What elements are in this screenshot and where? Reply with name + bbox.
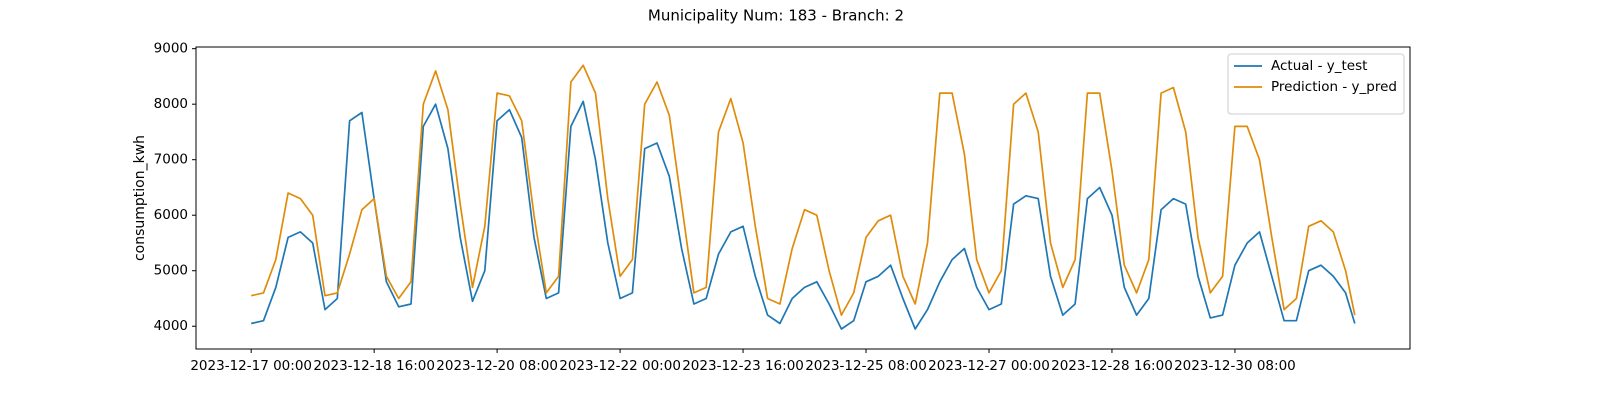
x-tick-label: 2023-12-20 08:00 <box>436 358 558 374</box>
chart-title: Municipality Num: 183 - Branch: 2 <box>648 7 904 25</box>
y-tick-label: 8000 <box>154 96 188 112</box>
y-axis-label: consumption_kwh <box>132 135 148 261</box>
series-line <box>251 100 1356 330</box>
x-tick-label: 2023-12-27 00:00 <box>928 358 1050 374</box>
legend-label: Prediction - y_pred <box>1271 79 1397 95</box>
plot-frame <box>195 46 1411 350</box>
x-tick-label: 2023-12-23 16:00 <box>682 358 804 374</box>
y-tick-label: 9000 <box>154 41 188 57</box>
y-tick-label: 7000 <box>154 152 188 168</box>
y-tick-label: 4000 <box>154 318 188 334</box>
legend-label: Actual - y_test <box>1271 58 1367 74</box>
x-tick-label: 2023-12-25 08:00 <box>805 358 927 374</box>
y-tick-label: 5000 <box>154 263 188 279</box>
x-tick-label: 2023-12-28 16:00 <box>1051 358 1173 374</box>
x-tick-label: 2023-12-22 00:00 <box>559 358 681 374</box>
legend-box <box>1227 53 1405 115</box>
x-tick-label: 2023-12-17 00:00 <box>190 358 312 374</box>
x-tick-label: 2023-12-18 16:00 <box>313 358 435 374</box>
y-tick-label: 6000 <box>154 207 188 223</box>
series-line <box>251 64 1356 316</box>
x-tick-label: 2023-12-30 08:00 <box>1174 358 1296 374</box>
